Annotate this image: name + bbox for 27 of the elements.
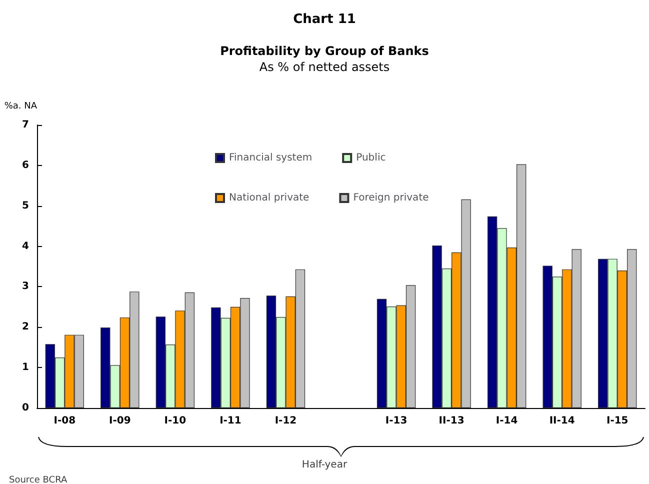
y-tick-label: 4	[22, 240, 30, 252]
x-tick-label: I-11	[220, 416, 242, 426]
y-tick-label: 6	[22, 160, 30, 171]
x-tick-label: I-12	[274, 416, 297, 426]
legend-label: Financial system	[229, 152, 312, 164]
y-tick-label: 7	[22, 120, 30, 130]
x-tick-label: II-14	[549, 416, 575, 426]
x-tick-label: I-09	[109, 416, 131, 426]
x-tick-label: II-13	[438, 416, 464, 426]
x-axis-title: Half-year	[302, 460, 348, 470]
chart-title: Chart 11	[293, 12, 356, 27]
x-tick-label: I-13	[385, 416, 408, 426]
x-tick-label: I-15	[606, 416, 628, 426]
legend-label: Foreign private	[353, 192, 429, 204]
y-axis-title: %a. NA	[4, 102, 38, 112]
chart-subtitle: Profitability by Group of Banks As % of netted assets	[220, 44, 429, 74]
legend-label: National private	[229, 192, 310, 204]
legend-label: Public	[356, 152, 386, 164]
y-tick-label: 5	[22, 200, 30, 212]
x-tick-label: I-10	[164, 416, 186, 426]
y-tick-label: 1	[22, 362, 30, 374]
source-note: Source BCRA	[9, 476, 68, 484]
y-tick-label: 3	[22, 281, 30, 292]
y-tick-label: 2	[22, 322, 30, 333]
y-tick-label: 0	[22, 402, 30, 414]
x-tick-label: I-08	[54, 416, 76, 426]
x-tick-label: I-14	[496, 416, 518, 426]
